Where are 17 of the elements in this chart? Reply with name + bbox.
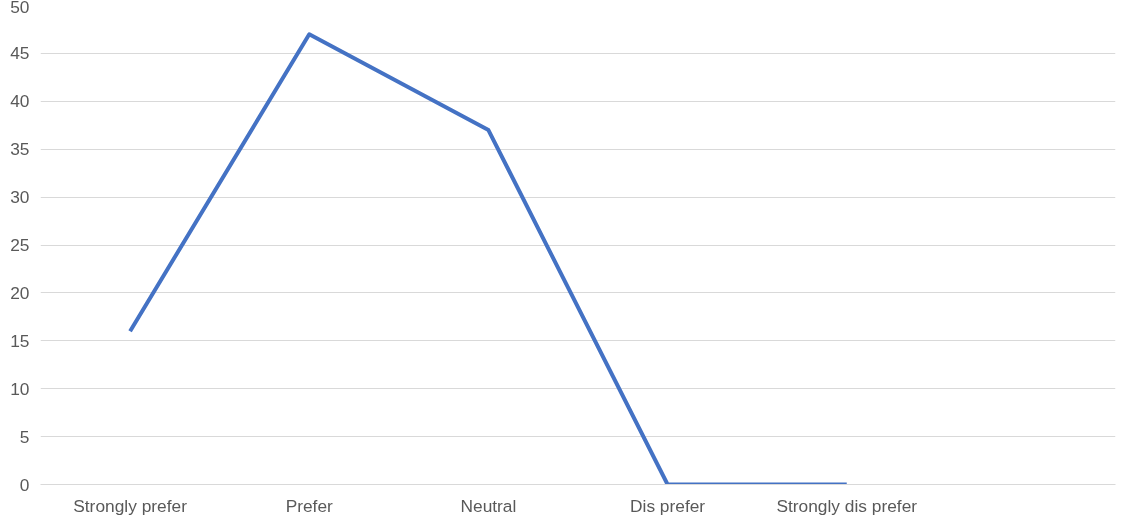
x-tick-label: Prefer [285, 495, 334, 516]
y-tick-label: 15 [10, 330, 30, 351]
y-tick-label: 50 [10, 0, 30, 17]
y-tick-label: 5 [19, 426, 30, 447]
line-series [128, 32, 849, 485]
y-tick-label: 0 [19, 474, 30, 495]
y-tick-label: 25 [10, 235, 30, 255]
x-tick-label: Neutral [460, 495, 517, 516]
x-tick-label: Strongly dis prefer [776, 495, 918, 516]
x-tick-label: Strongly prefer [73, 495, 188, 516]
y-tick-label: 10 [10, 378, 30, 399]
y-tick-label: 45 [10, 43, 30, 64]
y-tick-label: 35 [10, 139, 30, 160]
y-tick-label: 30 [10, 187, 30, 208]
y-tick-label: 20 [10, 282, 30, 303]
x-tick-label: Dis prefer [630, 495, 706, 516]
y-tick-label: 40 [10, 91, 30, 112]
